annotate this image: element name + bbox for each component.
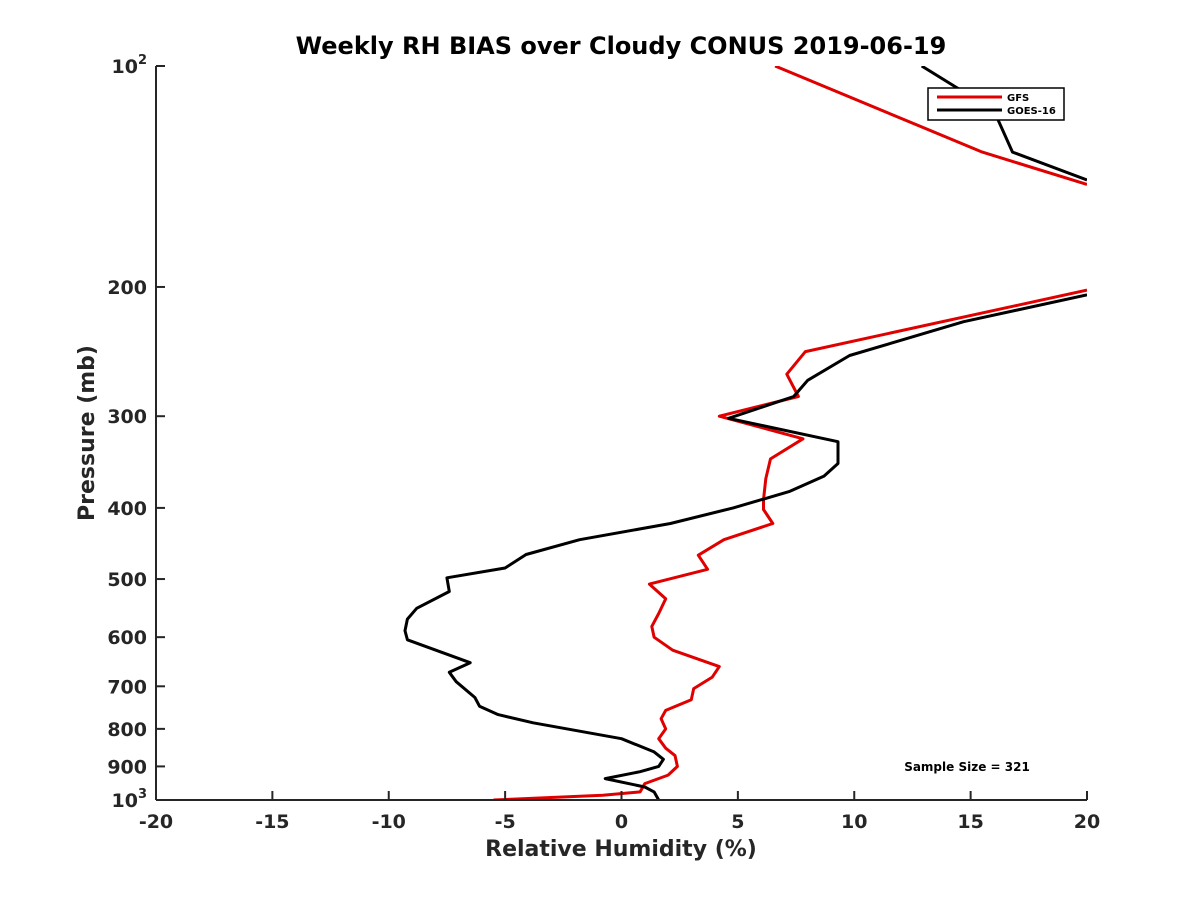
y-tick-label: 700 — [107, 676, 147, 698]
y-tick-label: 102 — [112, 53, 148, 78]
y-tick-label: 800 — [107, 719, 147, 741]
series-line-goes-16 — [403, 66, 1087, 800]
y-tick-label: 300 — [107, 406, 147, 428]
y-axis-ticks: 102 200 300 400 500 600 700 800 900 103 — [107, 53, 165, 812]
legend-label-goes16: GOES-16 — [1007, 106, 1056, 117]
chart-title: Weekly RH BIAS over Cloudy CONUS 2019-06… — [296, 32, 947, 60]
x-tick-label: -10 — [372, 811, 406, 833]
legend-label-gfs: GFS — [1007, 93, 1029, 104]
x-tick-label: 15 — [957, 811, 983, 833]
sample-size-annotation: Sample Size = 321 — [904, 760, 1030, 774]
x-tick-label: -5 — [495, 811, 516, 833]
x-axis-label: Relative Humidity (%) — [485, 837, 757, 862]
y-axis-label: Pressure (mb) — [75, 345, 100, 521]
y-tick-label: 200 — [107, 277, 147, 299]
x-tick-label: 10 — [841, 811, 867, 833]
x-tick-label: 5 — [731, 811, 744, 833]
series-line-gfs — [493, 66, 1087, 800]
series-layer — [403, 66, 1087, 800]
y-tick-label: 500 — [107, 569, 147, 591]
x-tick-label: 20 — [1074, 811, 1100, 833]
x-axis-ticks: -20 -15 -10 -5 0 5 10 15 20 — [139, 791, 1100, 833]
y-tick-label: 600 — [107, 627, 147, 649]
y-tick-label: 400 — [107, 498, 147, 520]
x-tick-label: -15 — [255, 811, 289, 833]
y-tick-label: 900 — [107, 756, 147, 778]
x-tick-label: -20 — [139, 811, 173, 833]
x-tick-label: 0 — [615, 811, 628, 833]
y-tick-label: 103 — [112, 787, 148, 812]
legend: GFS GOES-16 — [927, 87, 1065, 121]
legend-box — [927, 87, 1065, 121]
